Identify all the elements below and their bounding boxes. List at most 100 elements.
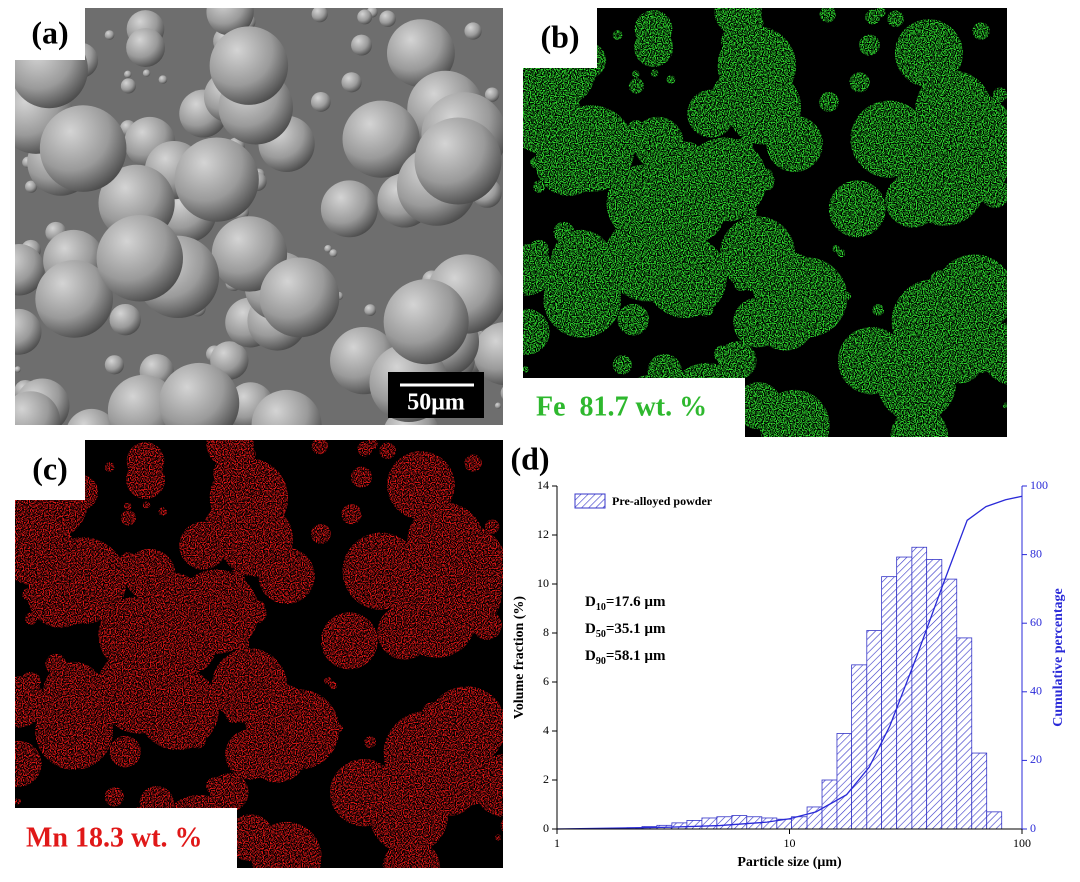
y-axis-label: Volume fraction (%)	[512, 596, 527, 719]
annotation: D50=35.1 µm	[585, 621, 666, 640]
caption: Mn 18.3 wt. %	[26, 822, 203, 853]
particle	[104, 30, 115, 40]
panel-label: (a)	[31, 14, 68, 50]
particle	[819, 8, 836, 23]
particle	[310, 92, 331, 112]
particle	[342, 100, 420, 178]
particle	[543, 260, 622, 338]
particle	[329, 249, 338, 258]
particle	[504, 770, 517, 783]
annotation-text: =35.1 µm	[606, 621, 666, 637]
particle	[364, 736, 377, 748]
particle	[386, 19, 455, 88]
particle	[414, 117, 502, 205]
particle	[612, 30, 623, 40]
y2-tick-label: 100	[1030, 478, 1048, 492]
particle	[126, 28, 166, 67]
annotation-subscript: 50	[596, 629, 606, 640]
annotation-text: =17.6 µm	[606, 594, 666, 610]
y-tick-label: 4	[543, 723, 549, 737]
bar	[716, 816, 733, 830]
particle	[922, 117, 1007, 205]
particle	[124, 502, 132, 510]
particle	[124, 70, 132, 78]
particle	[158, 507, 168, 516]
particle	[612, 355, 633, 375]
particle	[311, 440, 328, 455]
label-box	[523, 8, 597, 68]
particle	[15, 740, 42, 787]
x-tick-label: 100	[1013, 836, 1031, 850]
particle	[533, 180, 546, 193]
legend-swatch	[574, 493, 606, 509]
particle	[351, 34, 372, 56]
particle	[15, 308, 42, 355]
particle	[414, 549, 502, 637]
particle	[865, 9, 881, 25]
y2-tick-label: 80	[1030, 546, 1042, 560]
particle	[158, 75, 168, 84]
bar	[896, 556, 913, 830]
annotation-symbol: D	[585, 621, 596, 637]
particle	[767, 257, 848, 338]
y-tick-label: 12	[537, 527, 549, 541]
particle	[1009, 384, 1028, 403]
bar	[671, 822, 688, 830]
bar	[791, 816, 808, 830]
particle	[484, 519, 500, 534]
particle	[109, 735, 141, 768]
y-tick-label: 6	[543, 674, 549, 688]
annotation-subscript: 90	[596, 656, 606, 667]
particle	[500, 818, 503, 832]
particle	[341, 72, 362, 93]
particle	[759, 389, 830, 437]
particle	[25, 612, 38, 625]
x-axis-label: Particle size (μm)	[737, 855, 842, 870]
particle	[174, 569, 259, 654]
particle	[849, 72, 870, 93]
particle	[837, 249, 846, 258]
particle	[972, 22, 990, 40]
particle	[504, 338, 517, 351]
chart: 0 2 4 6 8 10 12 14 0 20 40 60 80 100 1 10 100 Particle si…	[512, 478, 1066, 870]
particle	[828, 180, 886, 238]
particle	[523, 366, 529, 373]
particle	[379, 10, 396, 28]
particle	[324, 677, 332, 685]
particle	[992, 87, 1007, 102]
bar	[851, 664, 868, 830]
annotation: D10=17.6 µm	[585, 594, 666, 613]
particle	[473, 754, 503, 818]
particle	[1012, 338, 1025, 351]
particle	[251, 389, 322, 425]
particle	[35, 260, 114, 338]
bar	[836, 733, 853, 830]
bar	[911, 546, 928, 830]
particle	[650, 69, 659, 77]
particle	[329, 681, 338, 690]
particle	[174, 137, 259, 222]
particle	[523, 244, 553, 296]
particle	[341, 504, 362, 525]
bar	[881, 576, 898, 830]
particle	[104, 355, 125, 375]
particle	[981, 322, 1007, 385]
particle	[320, 180, 378, 238]
y2-tick-label: 20	[1030, 752, 1042, 766]
y-tick-label: 0	[543, 821, 549, 835]
y2-tick-label: 40	[1030, 684, 1042, 698]
bar	[941, 578, 958, 830]
particle	[159, 362, 240, 425]
particle	[15, 366, 21, 373]
caption-box	[523, 378, 745, 437]
annotation: D90=58.1 µm	[585, 648, 666, 667]
particle	[324, 245, 332, 253]
y-tick-label: 14	[537, 478, 549, 492]
particle	[891, 279, 977, 365]
particle	[894, 19, 963, 88]
bar	[956, 637, 973, 830]
particle	[500, 386, 503, 400]
particle	[887, 10, 904, 28]
bar	[926, 559, 943, 830]
